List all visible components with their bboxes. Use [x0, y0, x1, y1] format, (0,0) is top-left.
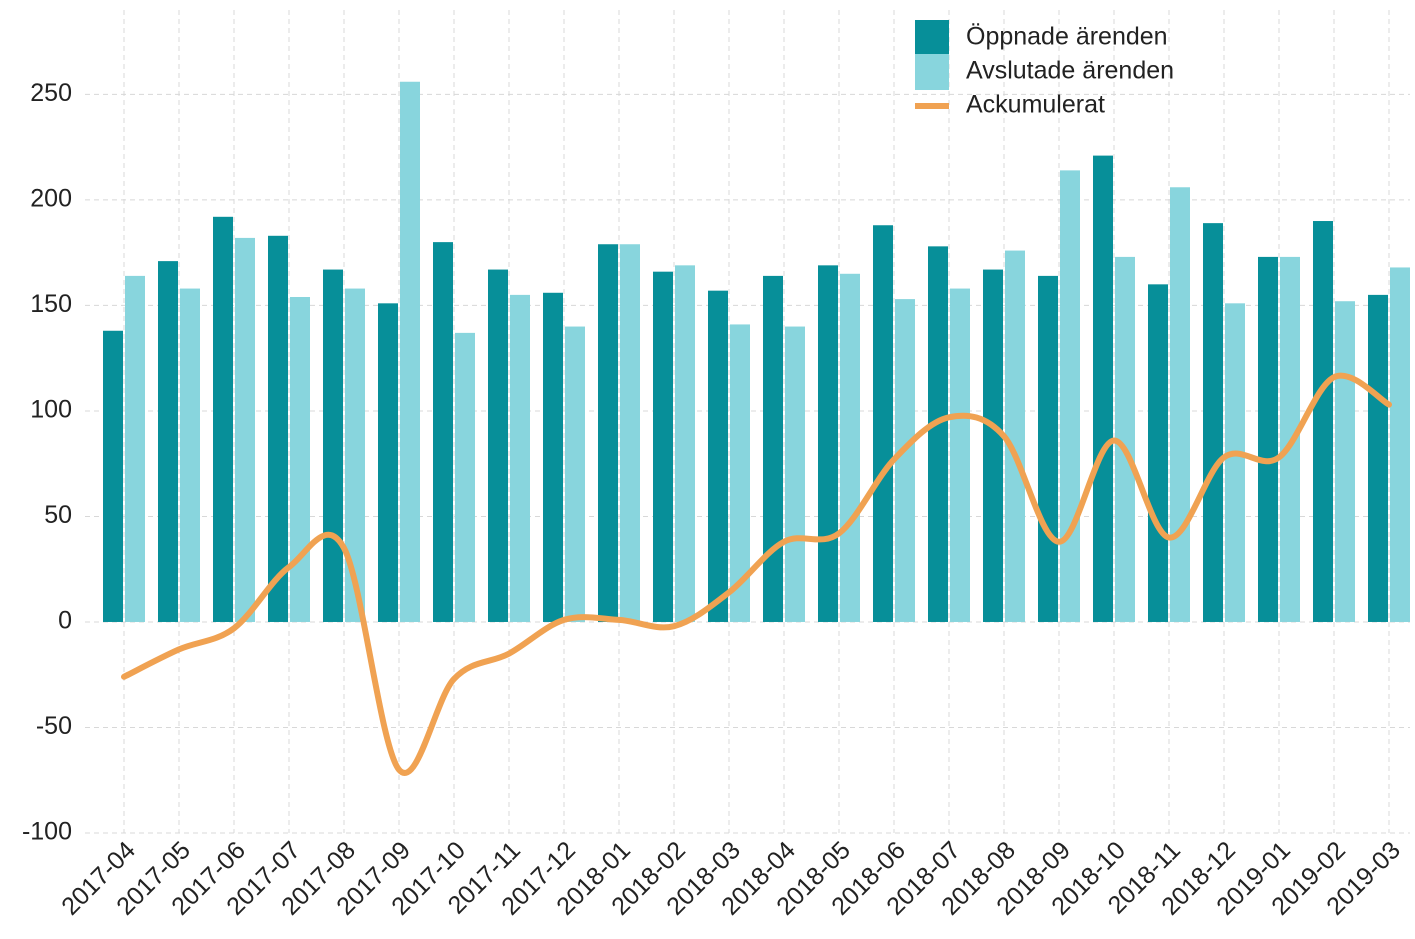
bar	[1148, 284, 1168, 622]
bar	[1060, 170, 1080, 622]
bar	[708, 290, 728, 622]
bar	[488, 269, 508, 622]
bar	[268, 235, 288, 622]
bar	[620, 244, 640, 622]
bar	[1335, 301, 1355, 622]
bar	[345, 288, 365, 622]
bar	[1203, 223, 1223, 622]
bar	[763, 275, 783, 622]
bar	[323, 269, 343, 622]
bar	[455, 332, 475, 622]
bar	[785, 326, 805, 622]
y-tick-label: 200	[30, 185, 72, 213]
bar	[125, 275, 145, 622]
legend-label: Öppnade ärenden	[966, 23, 1168, 51]
bar	[873, 225, 893, 622]
bar	[1170, 187, 1190, 622]
y-tick-label: 100	[30, 396, 72, 424]
bar	[235, 237, 255, 622]
bar	[1368, 294, 1388, 622]
bar	[675, 265, 695, 622]
bar	[1225, 303, 1245, 622]
bar	[1093, 155, 1113, 622]
bar	[950, 288, 970, 622]
bar	[290, 296, 310, 622]
bar	[543, 292, 563, 622]
bar	[1115, 256, 1135, 622]
bar	[598, 244, 618, 622]
y-tick-label: 250	[30, 79, 72, 107]
bar	[1390, 267, 1410, 622]
y-tick-label: -50	[36, 712, 72, 740]
bar	[180, 288, 200, 622]
legend-label: Ackumulerat	[966, 91, 1105, 119]
line	[121, 372, 1392, 776]
legend-swatch	[915, 54, 949, 90]
bar	[103, 330, 123, 622]
bar	[1005, 250, 1025, 622]
bar	[400, 81, 420, 622]
bar	[1313, 221, 1333, 622]
bar	[653, 271, 673, 622]
bar	[510, 294, 530, 622]
bar	[840, 273, 860, 622]
bar	[895, 299, 915, 622]
bar	[818, 265, 838, 622]
bar	[565, 326, 585, 622]
y-tick-label: 150	[30, 290, 72, 318]
y-tick-label: 0	[58, 607, 72, 635]
y-tick-label: 50	[44, 501, 72, 529]
bar	[928, 246, 948, 622]
legend-swatch	[915, 20, 949, 56]
bar	[213, 216, 233, 622]
bar	[1038, 275, 1058, 622]
y-tick-label: -100	[22, 818, 72, 846]
bar	[378, 303, 398, 622]
bar	[433, 242, 453, 622]
bar	[730, 324, 750, 622]
bar	[983, 269, 1003, 622]
legend-label: Avslutade ärenden	[966, 57, 1174, 85]
bar	[158, 261, 178, 622]
bar	[1258, 256, 1278, 622]
